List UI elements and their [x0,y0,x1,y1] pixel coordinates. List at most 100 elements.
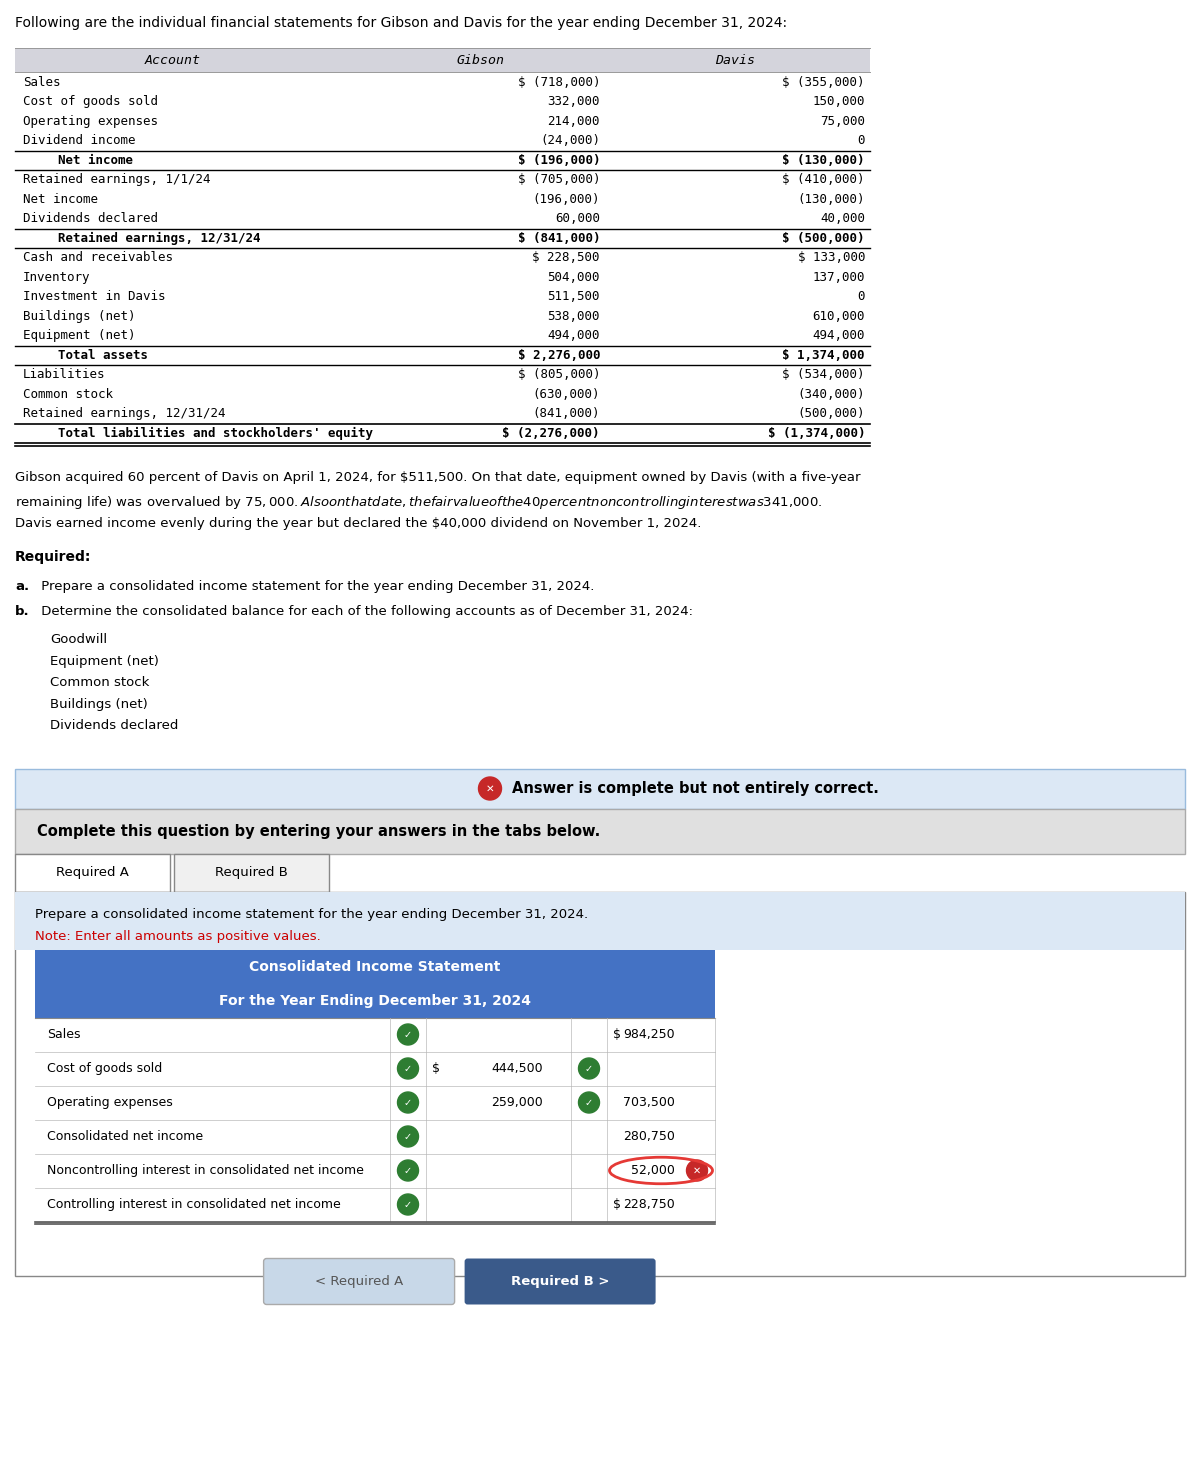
Text: Retained earnings, 1/1/24: Retained earnings, 1/1/24 [23,174,210,187]
Text: 228,750: 228,750 [623,1197,674,1211]
Text: Total assets: Total assets [58,349,148,362]
Text: $ (718,000): $ (718,000) [517,75,600,88]
Text: Retained earnings, 12/31/24: Retained earnings, 12/31/24 [23,407,226,421]
Text: b.: b. [14,605,30,618]
Text: ✓: ✓ [404,1030,412,1040]
Text: ✓: ✓ [584,1097,593,1108]
Text: $ (500,000): $ (500,000) [782,232,865,244]
Circle shape [397,1194,419,1215]
FancyBboxPatch shape [35,1018,715,1052]
Text: 214,000: 214,000 [547,115,600,128]
Text: Davis: Davis [715,54,755,66]
Text: (841,000): (841,000) [533,407,600,421]
Circle shape [397,1091,419,1114]
Text: $ 228,500: $ 228,500 [533,252,600,265]
Text: Sales: Sales [23,75,60,88]
FancyBboxPatch shape [14,768,1186,809]
Text: Prepare a consolidated income statement for the year ending December 31, 2024.: Prepare a consolidated income statement … [37,580,594,593]
Text: < Required A: < Required A [314,1275,403,1289]
Text: Total liabilities and stockholders' equity: Total liabilities and stockholders' equi… [58,427,373,440]
FancyBboxPatch shape [464,1259,655,1305]
Text: Investment in Davis: Investment in Davis [23,290,166,303]
FancyBboxPatch shape [35,1086,715,1119]
Text: 0: 0 [858,134,865,147]
FancyBboxPatch shape [264,1259,455,1305]
FancyBboxPatch shape [35,1052,715,1086]
Text: Complete this question by entering your answers in the tabs below.: Complete this question by entering your … [37,824,600,838]
Circle shape [397,1125,419,1147]
FancyBboxPatch shape [174,853,329,891]
Text: 494,000: 494,000 [547,330,600,343]
Text: Gibson: Gibson [456,54,504,66]
Text: Equipment (net): Equipment (net) [50,655,158,668]
Text: 137,000: 137,000 [812,271,865,284]
Text: $ (705,000): $ (705,000) [517,174,600,187]
Text: ✕: ✕ [692,1165,701,1175]
Text: ✓: ✓ [404,1199,412,1209]
FancyBboxPatch shape [14,809,1186,853]
Text: $ 2,276,000: $ 2,276,000 [517,349,600,362]
Text: ✓: ✓ [584,1064,593,1074]
Circle shape [397,1161,419,1181]
Circle shape [686,1161,708,1181]
Text: Noncontrolling interest in consolidated net income: Noncontrolling interest in consolidated … [47,1164,364,1177]
Text: 75,000: 75,000 [820,115,865,128]
FancyBboxPatch shape [35,1187,715,1221]
FancyBboxPatch shape [14,891,1186,949]
Text: $ (534,000): $ (534,000) [782,368,865,381]
Text: $ (410,000): $ (410,000) [782,174,865,187]
Text: 280,750: 280,750 [623,1130,674,1143]
Text: Consolidated Income Statement: Consolidated Income Statement [250,959,500,974]
Text: Operating expenses: Operating expenses [47,1096,173,1109]
Text: $ (196,000): $ (196,000) [517,154,600,166]
Text: Net income: Net income [23,193,98,206]
Text: Davis earned income evenly during the year but declared the $40,000 dividend on : Davis earned income evenly during the ye… [14,516,701,530]
Text: Common stock: Common stock [50,677,149,688]
Text: Equipment (net): Equipment (net) [23,330,136,343]
Circle shape [479,777,502,800]
Circle shape [397,1024,419,1044]
Text: Required:: Required: [14,550,91,563]
Text: $ (2,276,000): $ (2,276,000) [503,427,600,440]
Text: $ (805,000): $ (805,000) [517,368,600,381]
Text: (630,000): (630,000) [533,388,600,400]
Text: (130,000): (130,000) [798,193,865,206]
Text: Liabilities: Liabilities [23,368,106,381]
Text: Answer is complete but not entirely correct.: Answer is complete but not entirely corr… [512,781,878,796]
Text: $ (841,000): $ (841,000) [517,232,600,244]
Text: 332,000: 332,000 [547,96,600,109]
FancyBboxPatch shape [35,1119,715,1153]
Text: Cost of goods sold: Cost of goods sold [47,1062,162,1075]
Text: Goodwill: Goodwill [50,633,107,646]
Text: Determine the consolidated balance for each of the following accounts as of Dece: Determine the consolidated balance for e… [37,605,694,618]
Text: 511,500: 511,500 [547,290,600,303]
FancyBboxPatch shape [35,984,715,1018]
Text: $ (130,000): $ (130,000) [782,154,865,166]
Text: Retained earnings, 12/31/24: Retained earnings, 12/31/24 [58,232,260,244]
Circle shape [578,1091,600,1114]
Text: Consolidated net income: Consolidated net income [47,1130,203,1143]
Text: Inventory: Inventory [23,271,90,284]
Text: 150,000: 150,000 [812,96,865,109]
Text: Following are the individual financial statements for Gibson and Davis for the y: Following are the individual financial s… [14,16,787,29]
Text: Note: Enter all amounts as positive values.: Note: Enter all amounts as positive valu… [35,930,320,943]
Text: Prepare a consolidated income statement for the year ending December 31, 2024.: Prepare a consolidated income statement … [35,908,588,921]
Text: Controlling interest in consolidated net income: Controlling interest in consolidated net… [47,1197,341,1211]
Text: Dividend income: Dividend income [23,134,136,147]
Text: Required A: Required A [56,866,128,880]
Text: 984,250: 984,250 [623,1028,674,1041]
Text: $ (355,000): $ (355,000) [782,75,865,88]
Text: Cost of goods sold: Cost of goods sold [23,96,158,109]
Text: 444,500: 444,500 [491,1062,542,1075]
Text: $ (1,374,000): $ (1,374,000) [768,427,865,440]
Circle shape [578,1058,600,1080]
Circle shape [397,1058,419,1080]
FancyBboxPatch shape [14,853,170,891]
Text: Dividends declared: Dividends declared [50,719,179,733]
Text: (340,000): (340,000) [798,388,865,400]
Text: Required B: Required B [215,866,288,880]
Text: 40,000: 40,000 [820,212,865,225]
Text: Gibson acquired 60 percent of Davis on April 1, 2024, for $511,500. On that date: Gibson acquired 60 percent of Davis on A… [14,471,860,484]
Text: 504,000: 504,000 [547,271,600,284]
Text: Buildings (net): Buildings (net) [50,697,148,710]
